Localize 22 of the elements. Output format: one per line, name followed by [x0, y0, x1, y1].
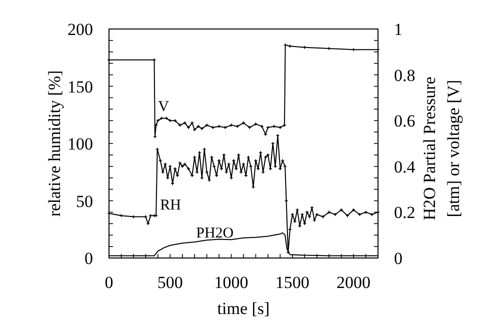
y2-tick-label: 1	[394, 20, 402, 39]
y2-tick-label: 0.8	[394, 66, 416, 85]
x-tick-label: 0	[104, 273, 114, 292]
x-tick-label: 1000	[214, 273, 248, 292]
y-tick-label: 100	[68, 134, 93, 154]
y-tick-label: 150	[68, 77, 93, 96]
y2-axis-title: H2O Partial Pressure [atm] or voltage [V]	[420, 76, 463, 220]
series-label: RH	[160, 198, 182, 214]
y2-tick-label: 0	[394, 249, 402, 268]
x-tick-label: 500	[157, 273, 183, 292]
y2-tick-label: 0.2	[394, 203, 416, 222]
x-tick-label: 2000	[336, 273, 371, 292]
y2-tick-label: 0.6	[394, 112, 416, 131]
series-label: PH2O	[196, 225, 234, 242]
series-label: V	[158, 99, 170, 116]
y2-tick-label: 0.4	[394, 157, 416, 176]
y-tick-label: 200	[68, 20, 93, 39]
y-axis-title: relative humidity [%]	[45, 70, 64, 217]
y-tick-label: 50	[76, 192, 93, 211]
x-tick-label: 1500	[275, 273, 310, 292]
y-tick-label: 0	[84, 249, 93, 268]
x-axis-title: time [s]	[217, 299, 270, 318]
